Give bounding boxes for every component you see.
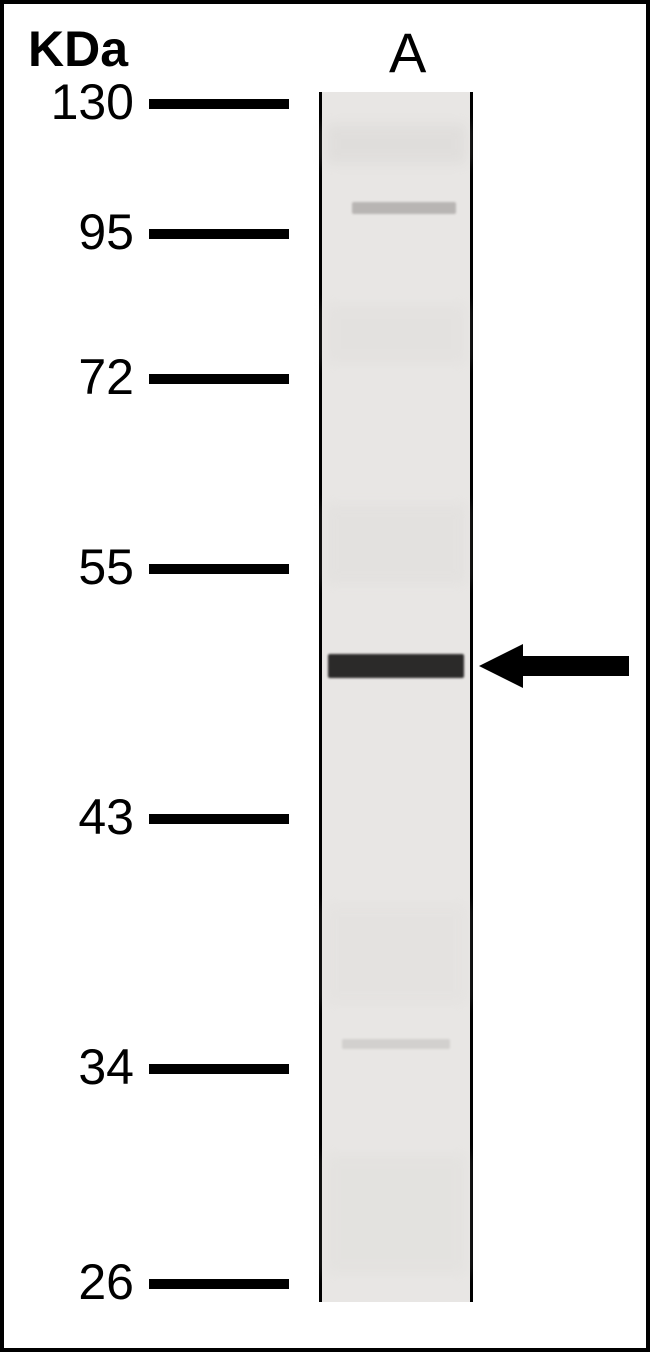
marker-tick <box>149 99 289 109</box>
marker-tick <box>149 564 289 574</box>
marker-tick <box>149 1279 289 1289</box>
marker-tick <box>149 814 289 824</box>
band <box>328 654 464 678</box>
lane-noise <box>326 1154 466 1274</box>
blot-figure: KDa A 130 95 72 55 43 34 26 <box>0 0 650 1352</box>
arrow-shaft <box>523 656 629 676</box>
marker-label: 130 <box>24 73 134 131</box>
target-arrow <box>479 644 629 688</box>
marker-tick <box>149 229 289 239</box>
unit-label: KDa <box>28 20 128 78</box>
lane-column <box>319 92 473 1302</box>
lane-noise <box>326 124 466 164</box>
arrow-head-icon <box>479 644 523 688</box>
marker-label: 43 <box>24 788 134 846</box>
marker-label: 72 <box>24 348 134 406</box>
marker-label: 55 <box>24 538 134 596</box>
marker-tick <box>149 374 289 384</box>
lane-noise <box>326 304 466 364</box>
marker-label: 26 <box>24 1253 134 1311</box>
band <box>352 202 456 214</box>
lane-noise <box>326 504 466 584</box>
lane-label: A <box>389 20 426 85</box>
marker-label: 95 <box>24 203 134 261</box>
marker-tick <box>149 1064 289 1074</box>
lane-noise <box>326 904 466 1004</box>
marker-label: 34 <box>24 1038 134 1096</box>
band <box>342 1039 450 1049</box>
